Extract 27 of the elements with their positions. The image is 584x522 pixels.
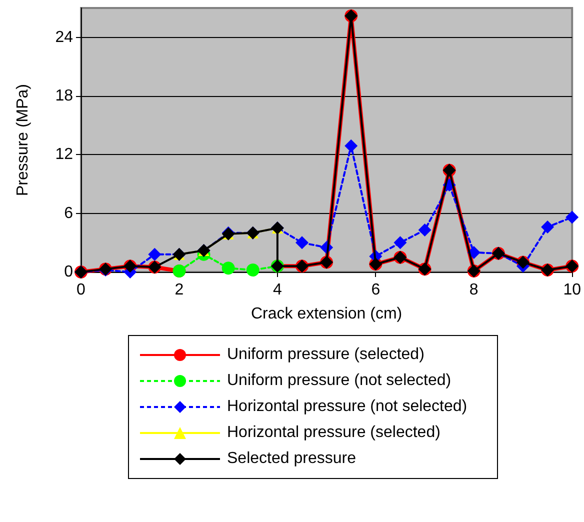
legend-label: Uniform pressure (not selected) [227, 372, 452, 390]
legend-label: Horizontal pressure (selected) [227, 424, 440, 442]
x-tick-label: 8 [469, 282, 478, 298]
legend-label: Selected pressure [227, 450, 356, 468]
y-tick-label: 0 [64, 264, 74, 280]
x-axis-title: Crack extension (cm) [250, 306, 402, 322]
y-tick-label: 12 [55, 146, 74, 164]
y-tick-label: 6 [64, 204, 74, 222]
point [295, 236, 308, 250]
x-tick-label: 0 [76, 282, 86, 298]
legend-label: Horizontal pressure (not selected) [227, 398, 468, 416]
point [394, 236, 407, 250]
y-tick-label: 18 [55, 88, 74, 104]
point [566, 210, 579, 224]
y-axis-title: Pressure (MPa) [14, 84, 32, 196]
point [222, 262, 235, 275]
point [344, 139, 358, 152]
point [418, 223, 432, 236]
point [148, 248, 162, 261]
x-tick-label: 10 [563, 282, 582, 298]
x-tick-label: 4 [272, 282, 282, 298]
x-tick-label: 2 [174, 282, 184, 298]
point [541, 220, 554, 234]
point [246, 264, 260, 277]
x-tick-label: 6 [371, 282, 380, 298]
y-tick-label: 24 [55, 28, 74, 46]
legend-label: Uniform pressure (selected) [227, 346, 424, 364]
